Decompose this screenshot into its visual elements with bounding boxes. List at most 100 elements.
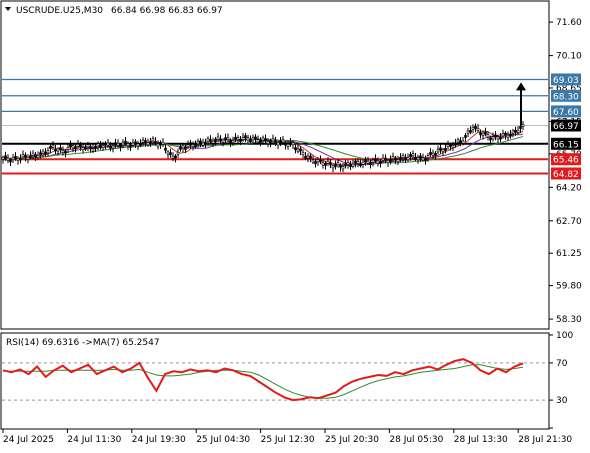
candle-body	[319, 159, 322, 163]
candle-body	[256, 139, 260, 143]
candle-body	[116, 142, 120, 146]
candle-body	[301, 152, 305, 155]
candle-body	[334, 164, 337, 167]
price-candles	[1, 121, 525, 173]
candle-body	[1, 156, 5, 160]
candle-body	[164, 147, 167, 151]
candle-body	[159, 142, 162, 145]
candle-body	[499, 136, 502, 140]
candle-body	[519, 126, 522, 129]
candle-body	[221, 139, 225, 143]
candle-body	[59, 147, 62, 151]
candle-body	[331, 165, 335, 169]
price-tick-label: 62.70	[556, 217, 582, 227]
candle-body	[39, 152, 42, 156]
time-tick-label: 24 Jul 19:30	[132, 435, 186, 445]
candle-body	[444, 147, 447, 151]
candle-body	[171, 155, 175, 159]
candle-body	[291, 142, 295, 146]
candle-body	[184, 146, 187, 150]
candle-body	[386, 160, 390, 163]
candle-body	[391, 156, 395, 160]
rsi-ma-line	[3, 364, 524, 399]
candle-body	[166, 151, 170, 155]
candle-body	[304, 155, 307, 159]
candle-body	[224, 137, 227, 141]
candle-body	[106, 142, 110, 146]
candle-body	[246, 137, 250, 141]
price-tag	[551, 167, 581, 180]
candle-body	[74, 146, 77, 150]
candle-body	[399, 156, 402, 160]
horizontal-levels[interactable]	[2, 78, 548, 175]
candle-body	[276, 142, 280, 146]
candle-body	[111, 145, 115, 149]
candle-body	[61, 150, 65, 153]
candle-body	[494, 134, 497, 138]
candle-body	[401, 155, 405, 158]
candle-body	[269, 140, 272, 144]
candle-body	[356, 161, 360, 164]
candle-body	[241, 137, 245, 140]
candle-body	[16, 158, 20, 161]
candle-body	[411, 153, 415, 157]
candle-body	[359, 163, 362, 167]
candle-body	[226, 137, 230, 140]
candle-body	[24, 154, 27, 158]
candle-body	[326, 160, 330, 164]
price-tag-label: 66.15	[553, 140, 579, 150]
price-tick-label: 71.60	[556, 18, 582, 28]
candle-body	[91, 148, 95, 152]
time-tick-label: 24 Jul 11:30	[67, 435, 121, 445]
candle-body	[274, 140, 277, 144]
candle-body	[31, 152, 35, 156]
candle-body	[266, 141, 270, 145]
candle-body	[54, 148, 57, 152]
candle-body	[384, 157, 387, 161]
price-tick-label: 59.80	[556, 282, 582, 292]
candle-body	[99, 144, 102, 148]
triangle-down-icon[interactable]	[5, 7, 11, 11]
candle-body	[89, 146, 92, 150]
rsi-indicator	[2, 358, 548, 402]
candle-body	[516, 129, 520, 133]
candle-body	[66, 147, 70, 150]
candle-body	[136, 143, 140, 147]
candle-body	[114, 142, 117, 146]
candle-body	[19, 157, 22, 161]
candle-body	[309, 155, 312, 159]
candle-body	[506, 134, 510, 138]
candle-body	[289, 141, 292, 145]
candle-body	[454, 142, 457, 146]
arrow-head-icon	[516, 82, 526, 91]
candle-body	[174, 155, 177, 159]
candle-body	[439, 147, 442, 151]
candle-body	[296, 148, 300, 152]
candle-body	[474, 125, 477, 129]
ohlc-values: 66.84 66.98 66.83 66.97	[111, 6, 223, 16]
candle-body	[94, 145, 97, 149]
candle-body	[146, 142, 150, 146]
candle-body	[231, 140, 235, 143]
candle-body	[264, 138, 267, 142]
candle-body	[101, 145, 105, 148]
candle-body	[64, 150, 67, 154]
candle-body	[49, 146, 52, 149]
candle-body	[206, 138, 210, 142]
candle-body	[41, 150, 45, 154]
candle-body	[501, 133, 505, 137]
candle-body	[69, 144, 72, 148]
candle-body	[151, 138, 155, 142]
candle-body	[259, 140, 262, 143]
candle-body	[239, 139, 242, 142]
candle-body	[271, 138, 275, 142]
time-axis: 24 Jul 2025 24 Jul 11:30 24 Jul 19:30 25 Ju…	[2, 429, 572, 445]
candle-body	[509, 133, 512, 137]
candle-body	[96, 143, 100, 147]
price-tags: 69.03 68.30 67.60 66.97 66.15 65.46 64.82	[551, 73, 581, 180]
target-arrow[interactable]	[516, 82, 526, 126]
candle-body	[254, 136, 257, 140]
candle-body	[374, 158, 377, 162]
